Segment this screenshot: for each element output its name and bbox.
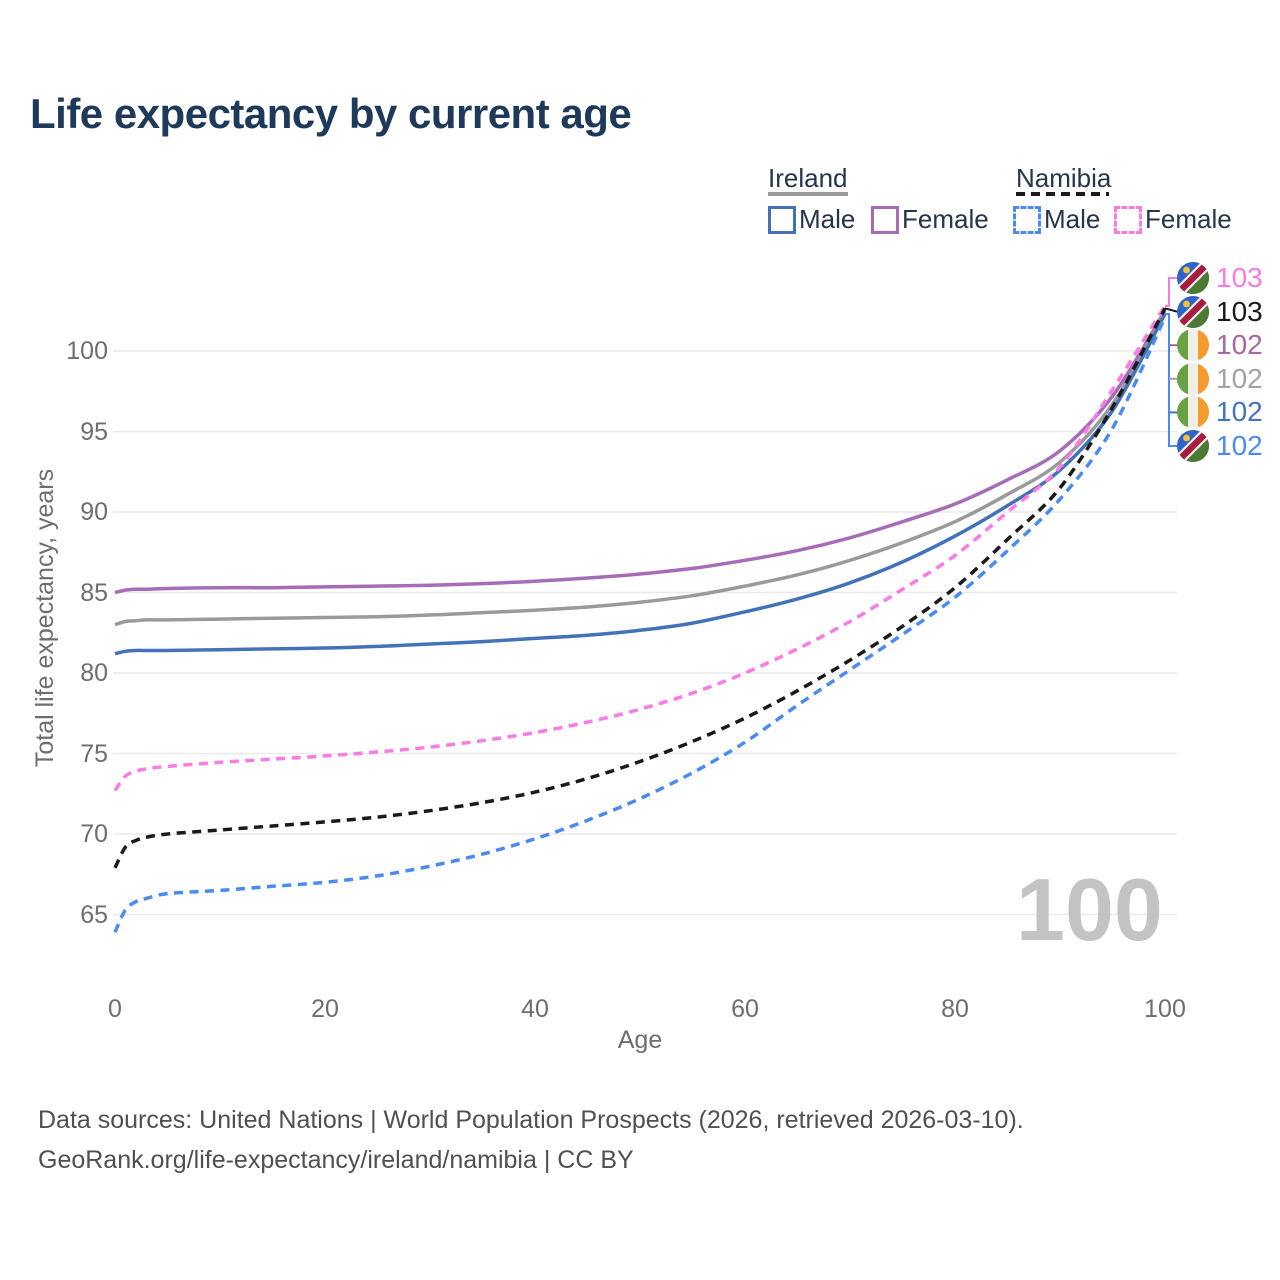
legend-label-namibia-male[interactable]: Male — [1044, 204, 1101, 234]
legend-group-namibia[interactable]: Namibia — [1016, 163, 1112, 193]
legend-swatch-namibia-male[interactable] — [1013, 206, 1041, 234]
series-line-namibia_all[interactable] — [113, 307, 1167, 869]
end-label-leader-line — [1164, 307, 1178, 313]
footer-data-sources: Data sources: United Nations | World Pop… — [38, 1106, 1024, 1134]
series-line-namibia_female[interactable] — [113, 304, 1167, 792]
legend-ireland-line-swatch — [768, 192, 848, 196]
legend-label-ireland-female[interactable]: Female — [902, 204, 989, 234]
legend-label-namibia-female[interactable]: Female — [1145, 204, 1232, 234]
chart-title: Life expectancy by current age — [30, 90, 632, 137]
series-line-namibia_male[interactable] — [113, 316, 1167, 933]
end-label-leader-line — [1165, 312, 1177, 447]
age-counter-watermark: 100 — [1016, 860, 1163, 959]
series-line-ireland_male[interactable] — [114, 313, 1167, 656]
legend-namibia-line-swatch — [1016, 192, 1109, 196]
legend-group-ireland[interactable]: Ireland — [768, 163, 848, 193]
series-line-ireland_female[interactable] — [114, 309, 1167, 595]
legend-label-ireland-male[interactable]: Male — [799, 204, 856, 234]
legend-swatch-namibia-female[interactable] — [1114, 206, 1142, 234]
legend-swatch-ireland-female[interactable] — [871, 206, 899, 234]
legend-swatch-ireland-male[interactable] — [768, 206, 796, 234]
series-line-ireland_all[interactable] — [114, 311, 1167, 627]
footer-attribution: GeoRank.org/life-expectancy/ireland/nami… — [38, 1146, 634, 1174]
end-label-leader-line — [1165, 277, 1177, 307]
